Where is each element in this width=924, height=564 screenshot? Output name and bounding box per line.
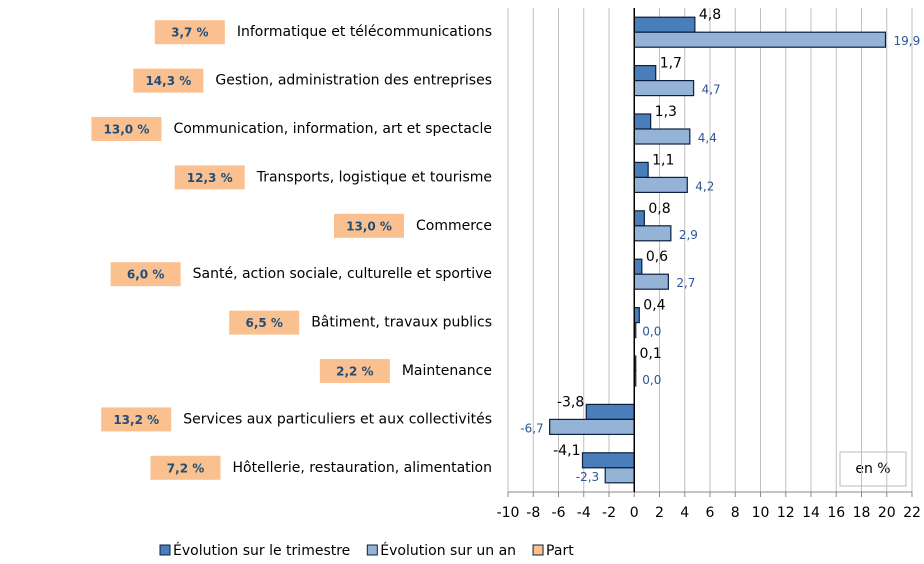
value-label: 4,2 [695, 179, 714, 193]
part-box [150, 455, 221, 480]
bar [633, 16, 696, 33]
category-label: Gestion, administration des entreprises [215, 73, 492, 89]
value-label: 2,7 [676, 276, 695, 290]
x-tick-label: 22 [903, 505, 921, 521]
x-tick-label: -4 [577, 505, 591, 521]
category-label: Informatique et télécommunications [237, 24, 492, 40]
bar [633, 225, 672, 242]
bar [549, 418, 635, 435]
x-tick-label: -6 [552, 505, 566, 521]
x-tick-label: 18 [853, 505, 871, 521]
category-label: Hôtellerie, restauration, alimentation [233, 460, 492, 476]
part-box [229, 310, 300, 335]
part-label: 6,0 % [127, 268, 164, 282]
category-label: Bâtiment, travaux publics [311, 315, 492, 331]
part-box [154, 20, 225, 45]
bar [633, 273, 669, 290]
value-label: 0,0 [642, 325, 661, 339]
annotation-box [839, 451, 907, 487]
bar [633, 128, 691, 145]
bar [633, 176, 688, 193]
x-tick-label: 8 [731, 505, 740, 521]
bar [633, 64, 657, 82]
x-tick-label: 10 [752, 505, 770, 521]
bar [585, 403, 635, 420]
value-label: -3,8 [557, 394, 584, 410]
legend-label: Évolution sur un an [380, 542, 516, 559]
value-label: 4,7 [702, 83, 721, 97]
part-label: 2,2 % [336, 365, 373, 379]
x-tick-label: 4 [680, 505, 689, 521]
part-box [91, 117, 162, 141]
value-label: -2,3 [576, 470, 599, 484]
bar [604, 467, 635, 484]
bar [633, 161, 649, 178]
x-tick-label: 12 [777, 505, 795, 521]
part-label: 6,5 % [245, 316, 282, 330]
x-tick-label: 20 [878, 505, 896, 521]
x-tick-label: 14 [802, 505, 820, 521]
category-label: Maintenance [402, 363, 492, 379]
value-label: -6,7 [520, 421, 543, 435]
x-tick-label: -2 [602, 505, 616, 521]
part-label: 13,0 % [346, 219, 392, 233]
value-label: -4,1 [553, 443, 580, 459]
bar [633, 210, 645, 227]
category-label: Communication, information, art et spect… [173, 121, 492, 137]
bar [633, 258, 643, 275]
x-tick-label: 6 [706, 505, 715, 521]
part-label: 3,7 % [171, 26, 208, 40]
value-label: 4,8 [699, 7, 721, 23]
value-label: 0,4 [643, 298, 665, 314]
part-label: 14,3 % [145, 74, 191, 88]
bar [633, 113, 652, 130]
part-label: 12,3 % [187, 171, 233, 185]
value-label: 19,9 [893, 34, 920, 48]
legend-label: Évolution sur le trimestre [173, 542, 350, 559]
part-label: 13,0 % [104, 123, 150, 137]
x-tick-label: 16 [827, 505, 845, 521]
value-label: 2,9 [679, 228, 698, 242]
value-label: 0,6 [646, 249, 668, 265]
part-label: 13,2 % [113, 413, 159, 427]
value-label: 1,3 [655, 104, 677, 120]
legend-swatch [532, 544, 544, 556]
value-label: 1,1 [652, 152, 674, 168]
x-tick-label: -8 [526, 505, 540, 521]
part-box [101, 407, 172, 432]
bar [633, 31, 887, 48]
category-label: Santé, action sociale, culturelle et spo… [193, 266, 492, 282]
part-box [334, 213, 404, 238]
category-label: Services aux particuliers et aux collect… [183, 411, 492, 427]
part-box [133, 68, 204, 93]
part-box [174, 165, 245, 190]
category-label: Transports, logistique et tourisme [256, 169, 492, 185]
value-label: 0,1 [640, 346, 662, 362]
value-label: 1,7 [660, 56, 682, 72]
x-tick-label: 2 [655, 505, 664, 521]
legend-label: Part [546, 543, 574, 559]
category-label: Commerce [416, 218, 492, 234]
value-label: 0,0 [642, 373, 661, 387]
bar [633, 307, 640, 324]
value-label: 4,4 [698, 131, 717, 145]
value-label: 0,8 [648, 201, 670, 217]
x-tick-label: -10 [497, 505, 520, 521]
x-tick-label: 0 [630, 505, 639, 521]
legend-swatch [159, 544, 171, 556]
bar [581, 452, 635, 469]
part-box [319, 359, 390, 383]
legend-swatch [366, 544, 378, 556]
bar [633, 79, 695, 97]
annotation: en % [855, 461, 890, 477]
part-box [110, 262, 181, 287]
part-label: 7,2 % [167, 461, 204, 475]
